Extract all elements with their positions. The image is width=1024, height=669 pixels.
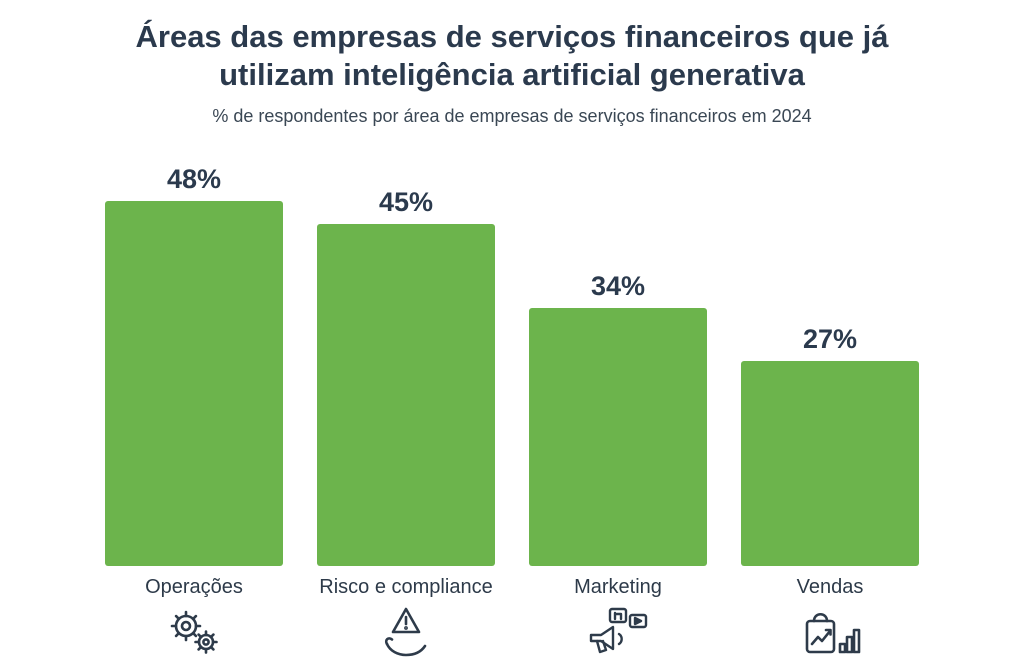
bar-category-label: Vendas [796,576,864,598]
hand-warning-icon [374,603,438,661]
bar-category-label: Marketing [574,576,662,598]
bar-vendas [741,361,919,566]
bar-group-risco: 45% Risco e compliance [317,187,495,661]
bar-group-vendas: 27% Vendas [741,324,919,661]
bar-operacoes [105,201,283,566]
page-title-line1: Áreas das empresas de serviços financeir… [135,19,889,54]
gears-icon [162,603,226,661]
bar-value-label: 34% [590,271,646,301]
bar-value-label: 45% [378,187,434,217]
bar-group-operacoes: 48% Operações [105,164,283,661]
bar-group-marketing: 34% Marketing [529,271,707,661]
shopping-bag-chart-icon [797,603,863,661]
bar-chart: 48% Operações 45% Risco e compliance [0,129,1024,669]
bar-category-label: Operações [145,576,243,598]
page-title: Áreas das empresas de serviços financeir… [0,0,1024,94]
page-title-line2: utilizam inteligência artificial generat… [219,56,805,92]
megaphone-social-icon [583,603,653,661]
chart-subtitle: % de respondentes por área de empresas d… [212,105,812,126]
bar-value-label: 48% [166,164,222,194]
bar-category-label: Risco e compliance [319,576,493,598]
bar-marketing [529,308,707,566]
bar-value-label: 27% [802,324,858,354]
bar-risco [317,224,495,566]
